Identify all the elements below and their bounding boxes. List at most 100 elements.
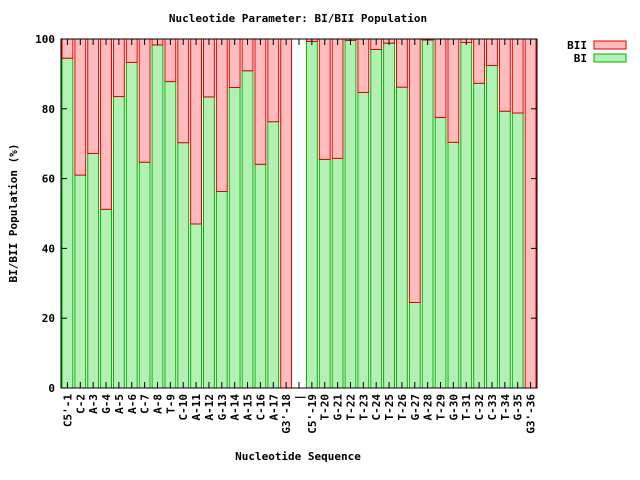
x-tick-label: A-6 <box>126 394 139 414</box>
bar-bi-24 <box>370 48 383 389</box>
x-tick-label: C5'-19 <box>306 394 319 434</box>
bar-bi-26 <box>395 86 408 389</box>
bar-bi-25 <box>383 42 395 389</box>
bar-bi-32 <box>473 82 486 389</box>
bar-bii-23 <box>357 38 370 93</box>
bar-bi-28 <box>421 39 434 389</box>
x-tick-label: T-34 <box>499 394 512 421</box>
x-tick-label: T-22 <box>344 394 357 421</box>
bar-bi-22 <box>344 39 357 389</box>
bar-bi-30 <box>447 141 460 389</box>
bar-bii-9 <box>177 38 190 144</box>
x-tick-label: A-15 <box>242 394 255 421</box>
bar-bii-27 <box>408 38 421 303</box>
bar-bii-1 <box>74 38 87 176</box>
bar-bi-27 <box>408 302 421 389</box>
x-tick-label: C-2 <box>74 394 87 414</box>
x-tick-label: C-7 <box>139 394 152 414</box>
x-tick-label: G3'-18 <box>280 394 293 434</box>
x-tick-label: C-24 <box>370 394 383 421</box>
bar-bi-2 <box>87 152 100 389</box>
bar-bi-21 <box>331 157 344 389</box>
bar-bi-8 <box>164 81 177 389</box>
x-tick-label: C-10 <box>177 394 190 421</box>
x-tick-label: G-4 <box>100 394 113 414</box>
bar-bii-32 <box>473 38 486 84</box>
bar-bii-16 <box>267 38 280 123</box>
x-tick-label: T-26 <box>396 394 409 421</box>
legend-label-bii: BII <box>567 39 587 52</box>
bar-bii-30 <box>447 38 460 143</box>
x-tick-label: G-27 <box>409 394 422 421</box>
bar-bii-26 <box>395 38 408 88</box>
bar-bi-11 <box>203 96 215 389</box>
x-tick-label: | <box>293 394 306 401</box>
bar-bi-29 <box>434 117 447 389</box>
x-tick-label: G-30 <box>447 394 460 421</box>
x-tick-label: G-35 <box>512 394 525 421</box>
y-tick-label: 100 <box>35 33 55 46</box>
bar-bii-8 <box>164 38 177 83</box>
bar-bi-5 <box>125 61 138 389</box>
bar-bi-16 <box>267 121 280 389</box>
bar-bii-6 <box>138 38 151 163</box>
bar-bi-9 <box>177 142 190 389</box>
bar-bi-34 <box>498 110 511 389</box>
bar-bi-6 <box>138 161 151 389</box>
y-tick-label: 0 <box>48 382 55 395</box>
x-tick-label: T-20 <box>319 394 332 421</box>
y-tick-label: 60 <box>42 173 55 186</box>
y-tick-label: 40 <box>42 242 55 255</box>
y-tick-label: 80 <box>42 103 55 116</box>
bar-bi-3 <box>100 208 112 389</box>
bar-bii-29 <box>434 38 447 119</box>
x-tick-label: A-11 <box>190 394 203 421</box>
x-tick-label: T-29 <box>435 394 448 421</box>
bar-bi-20 <box>318 158 331 389</box>
bar-bii-17 <box>280 38 293 389</box>
bar-bii-13 <box>228 38 241 89</box>
bar-bii-35 <box>511 38 524 114</box>
chart-title: Nucleotide Parameter: BI/BII Population <box>169 12 427 25</box>
bar-bii-15 <box>254 38 267 165</box>
bar-bii-11 <box>203 38 215 98</box>
x-tick-label: C5'-1 <box>61 394 74 427</box>
x-tick-label: A-17 <box>267 394 280 421</box>
x-tick-label: G3'-36 <box>525 394 538 434</box>
x-tick-label: G-13 <box>216 394 229 421</box>
bar-bii-12 <box>215 38 228 193</box>
bar-bi-0 <box>61 57 74 389</box>
bar-bii-21 <box>331 38 344 159</box>
bar-bi-35 <box>511 112 524 389</box>
x-tick-label: A-12 <box>203 394 216 421</box>
legend-swatch-bii <box>593 40 627 50</box>
bar-bi-10 <box>190 223 203 389</box>
x-tick-label: G-21 <box>332 394 345 421</box>
x-tick-label: A-28 <box>422 394 435 421</box>
legend-label-bi: BI <box>574 52 587 65</box>
bar-bi-31 <box>460 41 473 389</box>
x-tick-label: C-33 <box>486 394 499 421</box>
legend-swatch-bi <box>593 53 627 63</box>
x-tick-label: A-3 <box>87 394 100 414</box>
bars-group <box>61 38 537 389</box>
bar-bii-36 <box>524 38 537 389</box>
x-tick-label: T-25 <box>383 394 396 421</box>
bar-bii-34 <box>498 38 511 112</box>
bar-bi-14 <box>241 70 254 389</box>
bar-bi-19 <box>305 40 318 389</box>
bar-bi-15 <box>254 163 267 389</box>
bar-bii-10 <box>190 38 203 225</box>
y-axis-label: BI/BII Population (%) <box>7 143 20 282</box>
x-tick-label: C-16 <box>254 394 267 421</box>
x-tick-label: T-31 <box>460 394 473 421</box>
bar-bii-3 <box>100 38 112 210</box>
x-tick-label: A-5 <box>113 394 126 414</box>
bar-bii-2 <box>87 38 100 154</box>
y-tick-label: 20 <box>42 312 55 325</box>
bar-bi-13 <box>228 87 241 389</box>
x-tick-label: C-32 <box>473 394 486 421</box>
